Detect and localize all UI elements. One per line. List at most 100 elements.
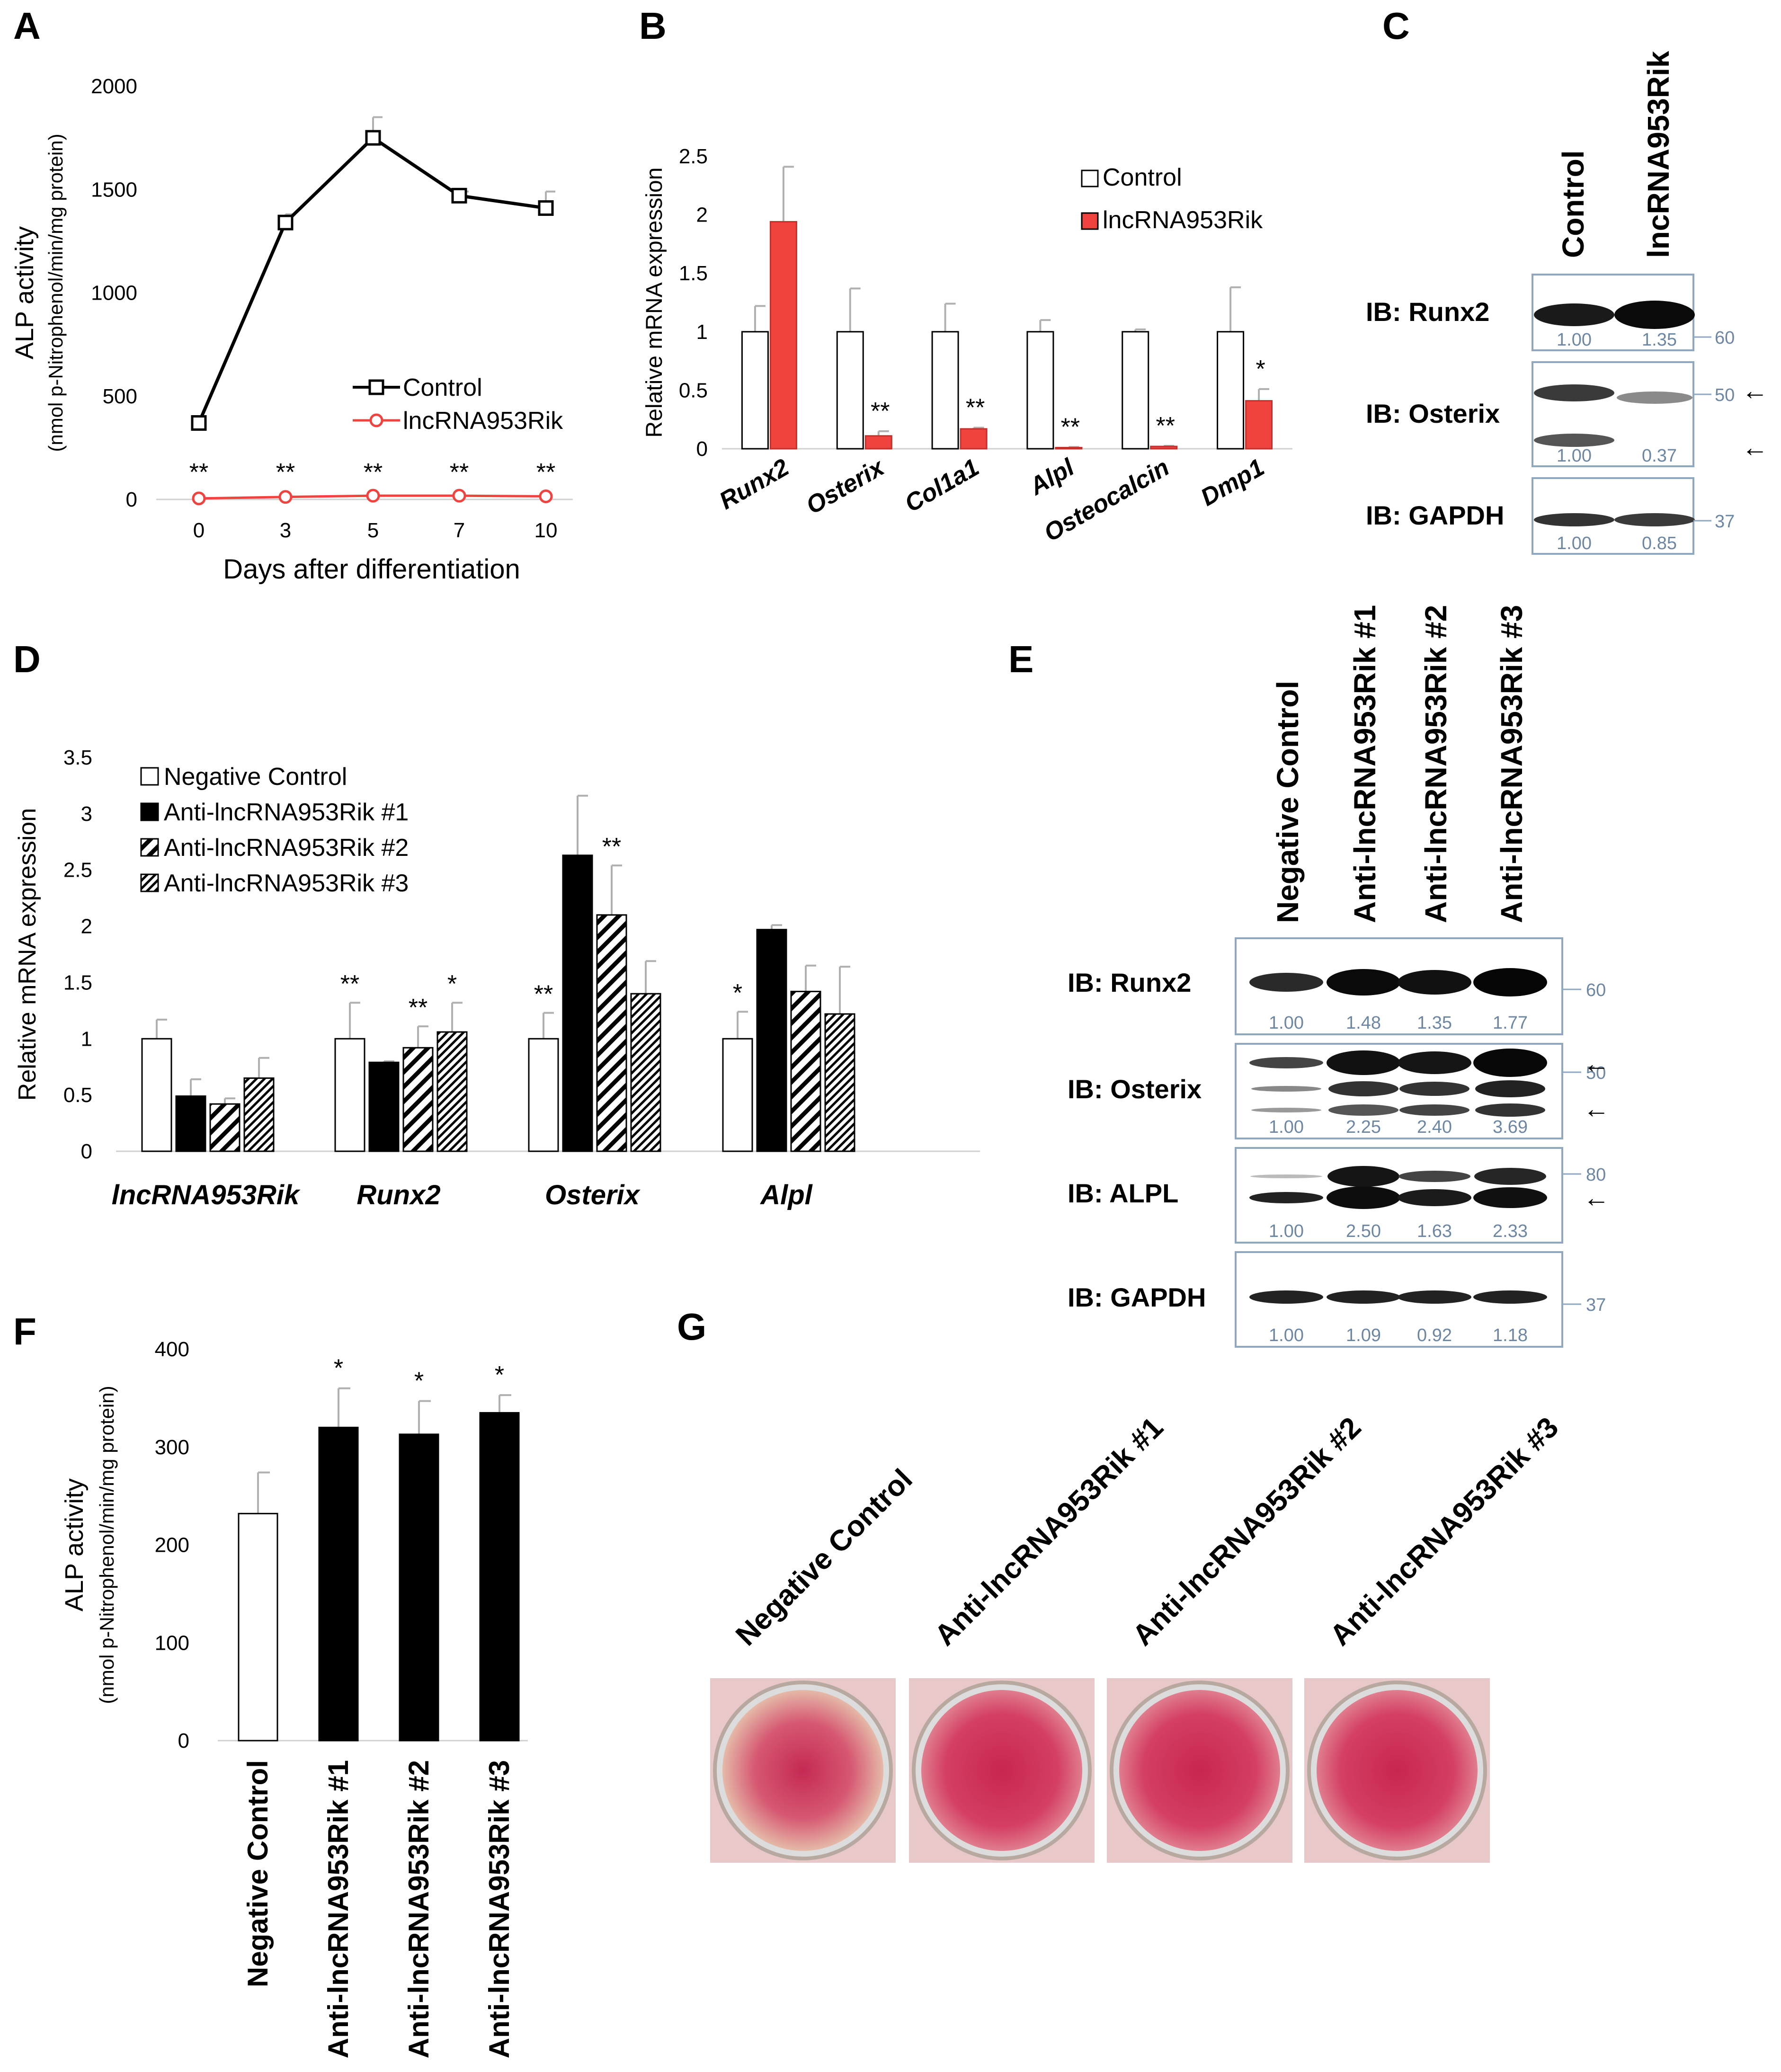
- y-tick-label: 2: [81, 915, 92, 938]
- category-label: Anti-lncRNA953Rik #2: [403, 1760, 435, 2058]
- band: [1474, 1168, 1546, 1185]
- quant-value: 1.18: [1493, 1325, 1528, 1345]
- band: [1534, 513, 1614, 526]
- y-tick-label: 400: [155, 1338, 189, 1361]
- significance-label: **: [189, 459, 208, 486]
- y-tick-label: 3.5: [63, 746, 92, 769]
- category-label: Anti-lncRNA953Rik #1: [322, 1760, 354, 2058]
- blot-row-label: IB: Runx2: [1068, 968, 1191, 997]
- legend-label: Anti-lncRNA953Rik #3: [164, 870, 409, 897]
- lane-label: Anti-lncRNA953Rik #1: [1348, 605, 1382, 923]
- well-label: Anti-lncRNA953Rik #2: [1126, 1411, 1367, 1652]
- band: [1251, 1108, 1321, 1112]
- y-axis-subtitle: (nmol p-Nitrophenol/min/mg protein): [45, 133, 67, 452]
- x-axis-title: Days after differentiation: [223, 554, 520, 585]
- y-tick-label: 1: [696, 320, 708, 344]
- significance-label: *: [1256, 356, 1265, 383]
- significance-label: **: [450, 459, 469, 486]
- quant-value: 1.48: [1346, 1013, 1381, 1033]
- band: [1328, 1104, 1398, 1116]
- band: [1398, 1051, 1471, 1074]
- staining-g: Negative Control Anti-lncRNA953Rik #1Anti…: [710, 1411, 1565, 1863]
- quant-value: 2.40: [1417, 1117, 1452, 1137]
- blot-row-label: IB: GAPDH: [1068, 1282, 1206, 1312]
- data-point: [539, 489, 553, 503]
- bar-0: [931, 331, 959, 450]
- panel-letter-a: A: [13, 5, 41, 47]
- band: [1399, 1082, 1469, 1096]
- legend-swatch: [1081, 169, 1099, 187]
- band: [1475, 1080, 1545, 1097]
- bar-1: [1150, 445, 1178, 450]
- y-tick-label: 2.5: [63, 859, 92, 882]
- panel-letter-e: E: [1008, 638, 1033, 680]
- y-axis-subtitle: (nmol p-Nitrophenol/min/mg protein): [96, 1386, 118, 1704]
- legend-label: lncRNA953Rik: [1103, 206, 1263, 234]
- y-tick-label: 2000: [91, 75, 137, 98]
- chart-b: 0 0.5 1 1.5 2 2.5 Relative mRNA expression Runx…: [642, 145, 1292, 547]
- arrow-icon: ←: [1742, 432, 1768, 462]
- marker-label: 60: [1715, 328, 1735, 348]
- band: [1327, 1166, 1399, 1187]
- y-tick-label: 0.5: [679, 379, 708, 402]
- significance-label: **: [409, 994, 427, 1022]
- well-stain: [1317, 1690, 1478, 1851]
- bar-0: [836, 331, 864, 450]
- significance-label: **: [536, 459, 555, 486]
- bar-3: [436, 1031, 468, 1152]
- quant-value: 1.00: [1269, 1325, 1304, 1345]
- quant-value: 2.25: [1346, 1117, 1381, 1137]
- well-label: Anti-lncRNA953Rik #3: [1324, 1411, 1565, 1652]
- legend-label: Negative Control: [164, 763, 347, 791]
- y-tick-label: 100: [155, 1631, 189, 1654]
- quant-value: 0.37: [1642, 446, 1677, 466]
- y-tick-label: 1000: [91, 282, 137, 305]
- lane-label: lncRNA953Rik: [1641, 51, 1675, 258]
- quant-value: 1.35: [1642, 330, 1677, 350]
- legend-swatch: [140, 767, 159, 786]
- bar-0: [741, 331, 769, 450]
- marker-label: 37: [1715, 512, 1735, 532]
- significance-label: **: [276, 459, 295, 486]
- quant-value: 1.63: [1417, 1221, 1452, 1241]
- significance-label: *: [495, 1361, 504, 1389]
- band: [1534, 303, 1614, 326]
- significance-label: **: [1061, 413, 1080, 441]
- significance-label: *: [733, 979, 742, 1007]
- lane-label: Control: [1556, 151, 1590, 258]
- chart-a: 0 500 1000 1500 2000 0 3 5 7 10 Days after differe…: [10, 75, 573, 585]
- well-stain: [1119, 1690, 1280, 1851]
- category-label: Alpl: [1024, 453, 1079, 501]
- well-stain: [921, 1690, 1082, 1851]
- category-label: Osterix: [545, 1180, 641, 1210]
- y-tick-label: 2: [696, 204, 708, 227]
- blot-row-label: IB: ALPL: [1068, 1178, 1178, 1208]
- well-label: Negative Control: [730, 1463, 919, 1652]
- panel-letter-f: F: [13, 1310, 36, 1352]
- legend-swatch: [1081, 212, 1099, 230]
- western-blot-e: Negative Control Anti-lncRNA953Rik #1 Anti…: [1068, 605, 1610, 1348]
- band: [1617, 391, 1692, 404]
- chart-f: 0 100 200 300 400 ALP activity (nmol p-Nitroph…: [60, 1338, 528, 2058]
- quant-value: 1.00: [1557, 534, 1592, 553]
- bar-0: [1217, 331, 1245, 450]
- x-tick-label: 3: [280, 519, 291, 542]
- y-tick-label: 500: [103, 385, 137, 408]
- band: [1398, 1189, 1471, 1206]
- western-blot-c: Control lncRNA953Rik IB: Runx2 1.00 1.35 60 IB…: [1366, 51, 1768, 555]
- bar-2: [596, 914, 627, 1152]
- band: [1398, 970, 1471, 995]
- y-tick-label: 1500: [91, 178, 137, 201]
- panel-letter-c: C: [1382, 5, 1410, 47]
- quant-value: 2.50: [1346, 1221, 1381, 1241]
- x-tick-label: 10: [534, 519, 558, 542]
- quant-value: 1.00: [1557, 446, 1592, 466]
- lane-label: Negative Control: [1271, 681, 1305, 923]
- x-tick-label: 7: [454, 519, 465, 542]
- y-tick-label: 0.5: [63, 1084, 92, 1107]
- legend-swatch: [140, 838, 159, 857]
- bar-1: [1245, 400, 1273, 450]
- marker-label: 80: [1586, 1165, 1606, 1185]
- panel-letter-g: G: [677, 1306, 706, 1348]
- significance-label: **: [871, 398, 890, 425]
